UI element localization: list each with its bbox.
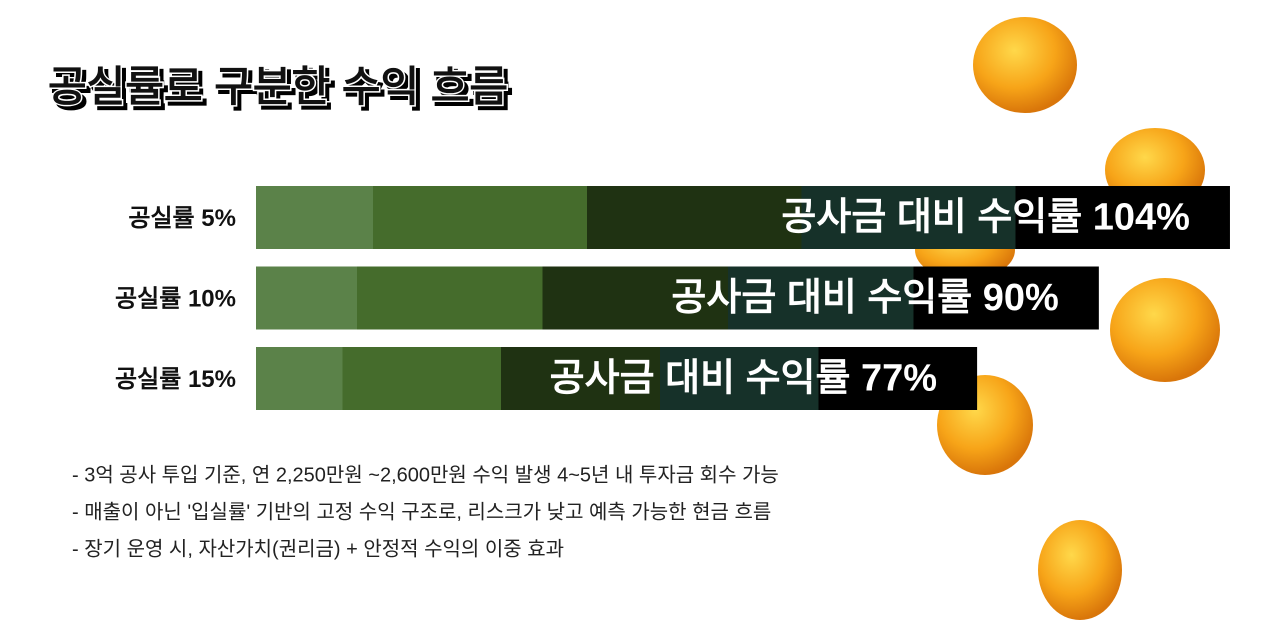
coin <box>1038 520 1122 620</box>
category-label: 공실률 15% <box>115 366 236 393</box>
bar <box>256 347 978 410</box>
category-label: 공실률 5% <box>128 205 236 232</box>
bar <box>256 186 1230 249</box>
coin <box>973 17 1077 113</box>
value-label: 공사금 대비 수익률 77% <box>550 358 937 400</box>
coin <box>1110 278 1220 382</box>
value-label: 공사금 대비 수익률 90% <box>671 277 1058 319</box>
note: - 3억 공사 투입 기준, 연 2,250만원 ~2,600만원 수익 발생 … <box>72 463 779 486</box>
note: - 매출이 아닌 '입실률' 기반의 고정 수익 구조로, 리스크가 낮고 예측… <box>72 500 771 523</box>
bar <box>256 266 1099 330</box>
chart-title: 공실률로 구분한 수익 흐름 <box>48 63 508 110</box>
category-label: 공실률 10% <box>115 285 236 312</box>
value-label: 공사금 대비 수익률 104% <box>781 197 1190 239</box>
note: - 장기 운영 시, 자산가치(권리금) + 안정적 수익의 이중 효과 <box>72 537 564 560</box>
